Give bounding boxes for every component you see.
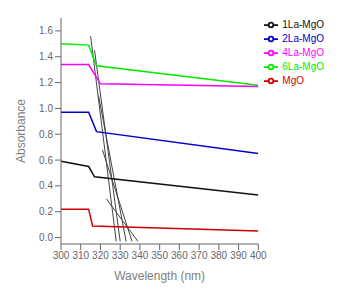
svg-text:0.4: 0.4 <box>39 180 53 191</box>
svg-text:0.6: 0.6 <box>39 155 53 166</box>
html-text:1La-MgO: 1La-MgO <box>282 18 324 30</box>
svg-text:Wavelength (nm): Wavelength (nm) <box>114 269 205 283</box>
svg-text:400: 400 <box>250 250 267 261</box>
svg-text:0.8: 0.8 <box>39 129 53 140</box>
svg-text:390: 390 <box>230 250 247 261</box>
html-text:2La-MgO: 2La-MgO <box>282 32 324 44</box>
svg-text:350: 350 <box>151 250 168 261</box>
svg-text:0.2: 0.2 <box>39 206 53 217</box>
svg-text:1.2: 1.2 <box>39 77 53 88</box>
svg-text:330: 330 <box>112 250 129 261</box>
svg-text:370: 370 <box>191 250 208 261</box>
svg-text:320: 320 <box>92 250 109 261</box>
svg-text:300: 300 <box>53 250 70 261</box>
svg-text:380: 380 <box>211 250 228 261</box>
html-text:6La-MgO: 6La-MgO <box>282 60 324 72</box>
svg-text:1.4: 1.4 <box>39 51 53 62</box>
svg-text:0.0: 0.0 <box>39 232 53 243</box>
svg-text:1.6: 1.6 <box>39 25 53 36</box>
svg-text:Absorbance: Absorbance <box>14 99 28 163</box>
svg-text:340: 340 <box>132 250 149 261</box>
html-text:4La-MgO: 4La-MgO <box>282 46 324 58</box>
svg-text:1.0: 1.0 <box>39 103 53 114</box>
svg-text:360: 360 <box>171 250 188 261</box>
svg-text:310: 310 <box>72 250 89 261</box>
html-text:MgO: MgO <box>282 74 304 86</box>
